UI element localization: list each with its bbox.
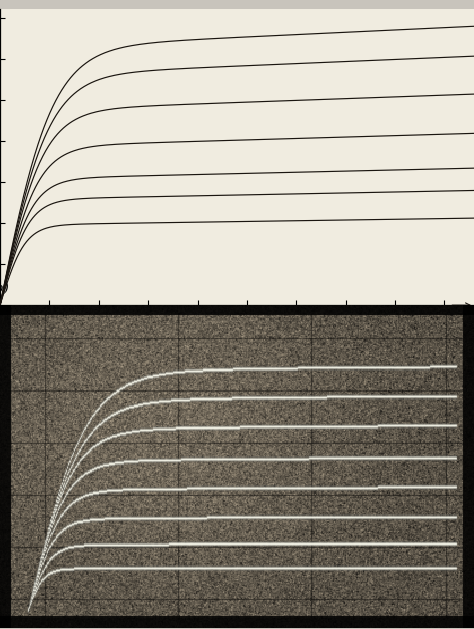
Text: V$_{DS}$(Volts): V$_{DS}$(Volts) — [205, 336, 269, 351]
Text: (b): (b) — [0, 282, 9, 296]
